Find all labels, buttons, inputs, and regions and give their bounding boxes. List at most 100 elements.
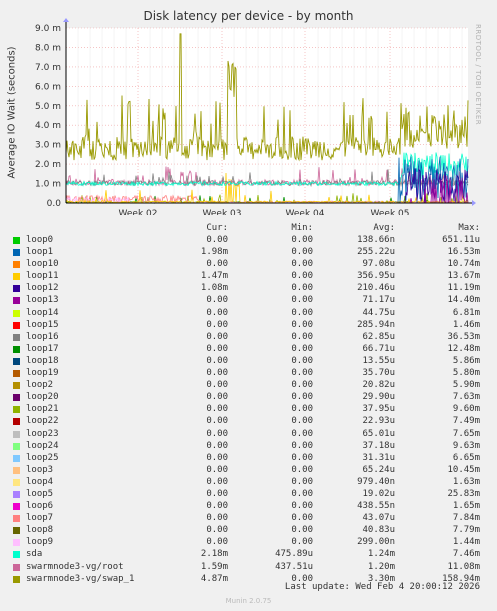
- legend-row: loop16 0.00 0.00 62.85u 36.53m: [0, 332, 497, 344]
- legend-name: loop15: [26, 319, 59, 330]
- legend-row: loop0 0.00 0.00 138.66n 651.11u: [0, 235, 497, 247]
- legend-avg: 3.30m: [367, 573, 395, 584]
- legend-max: 11.08m: [447, 561, 480, 572]
- y-tick-label: 8.0 m: [35, 43, 61, 53]
- legend-header: Cur: Min: Avg: Max:: [0, 223, 497, 235]
- legend-row: loop8 0.00 0.00 40.83u 7.79m: [0, 525, 497, 537]
- legend-avg: 438.55n: [357, 501, 395, 512]
- legend-swatch: [13, 394, 20, 402]
- legend-max: 5.80m: [452, 368, 480, 379]
- legend-cur: 0.00: [206, 452, 228, 463]
- legend-swatch: [13, 503, 20, 511]
- legend-cur: 1.47m: [200, 271, 228, 282]
- legend-swatch: [13, 478, 20, 486]
- legend-min: 0.00: [291, 440, 313, 451]
- legend-name: loop3: [26, 464, 54, 475]
- legend-row: loop4 0.00 0.00 979.40n 1.63m: [0, 477, 497, 489]
- legend-row: loop10 0.00 0.00 97.08u 10.74m: [0, 259, 497, 271]
- legend-min: 0.00: [291, 247, 313, 258]
- y-tick-label: 6.0 m: [35, 82, 61, 92]
- legend-max: 10.74m: [447, 259, 480, 270]
- legend-min: 0.00: [291, 501, 313, 512]
- legend-name: loop9: [26, 537, 54, 548]
- legend-max: 7.46m: [452, 549, 480, 560]
- legend-name: loop20: [26, 392, 59, 403]
- legend-row: loop3 0.00 0.00 65.24u 10.45m: [0, 465, 497, 477]
- legend-row: loop24 0.00 0.00 37.18u 9.63m: [0, 441, 497, 453]
- legend-max: 7.49m: [452, 416, 480, 427]
- legend-cur: 0.00: [206, 392, 228, 403]
- legend-avg: 62.85u: [362, 331, 395, 342]
- legend-swatch: [13, 563, 20, 571]
- legend-row: loop22 0.00 0.00 22.93u 7.49m: [0, 416, 497, 428]
- legend-max: 10.45m: [447, 464, 480, 475]
- legend-header-max: Max:: [458, 223, 480, 233]
- legend-name: loop11: [26, 271, 59, 282]
- munin-version: Munin 2.0.75: [225, 597, 272, 605]
- legend-max: 7.84m: [452, 513, 480, 524]
- legend-name: loop12: [26, 283, 59, 294]
- legend-max: 7.65m: [452, 428, 480, 439]
- legend-row: sda 2.18m 475.89u 1.24m 7.46m: [0, 549, 497, 561]
- legend-name: loop18: [26, 355, 59, 366]
- legend-avg: 1.20m: [367, 561, 395, 572]
- legend-min: 0.00: [291, 488, 313, 499]
- legend-swatch: [13, 237, 20, 244]
- legend-swatch: [13, 345, 20, 353]
- legend-min: 0.00: [291, 428, 313, 439]
- y-tick-label: 0.0: [47, 199, 62, 209]
- legend-cur: 0.00: [206, 259, 228, 270]
- legend-row: loop12 1.08m 0.00 210.46u 11.19m: [0, 283, 497, 295]
- legend-cur: 0.00: [206, 537, 228, 548]
- legend-row: loop18 0.00 0.00 13.55u 5.86m: [0, 356, 497, 368]
- legend-swatch: [13, 430, 20, 438]
- legend-cur: 0.00: [206, 380, 228, 391]
- x-axis-arrow: [472, 200, 476, 206]
- legend-min: 0.00: [291, 343, 313, 354]
- legend-cur: 0.00: [206, 368, 228, 379]
- legend-name: loop7: [26, 513, 54, 524]
- legend-row: loop25 0.00 0.00 31.31u 6.65m: [0, 453, 497, 465]
- legend-avg: 1.24m: [367, 549, 395, 560]
- legend-swatch: [13, 466, 20, 474]
- legend-swatch: [13, 357, 20, 365]
- legend-cur: 0.00: [206, 235, 228, 245]
- series-line-sda: [65, 152, 469, 187]
- legend-cur: 0.00: [206, 525, 228, 536]
- legend-avg: 29.90u: [362, 392, 395, 403]
- legend-row: loop2 0.00 0.00 20.82u 5.90m: [0, 380, 497, 392]
- y-axis-arrow: [63, 18, 69, 22]
- legend-avg: 71.17u: [362, 295, 395, 306]
- rrdtool-credit: RRDTOOL / TOBI OETIKER: [474, 24, 482, 126]
- legend-row: loop9 0.00 0.00 299.00n 1.44m: [0, 537, 497, 549]
- legend-max: 36.53m: [447, 331, 480, 342]
- legend-swatch: [13, 249, 20, 257]
- legend-max: 14.40m: [447, 295, 480, 306]
- legend-min: 0.00: [291, 404, 313, 415]
- legend-cur: 4.87m: [200, 573, 228, 584]
- y-tick-label: 2.0 m: [35, 160, 61, 170]
- legend-swatch: [13, 321, 20, 329]
- legend-cur: 0.00: [206, 295, 228, 306]
- legend-avg: 65.24u: [362, 464, 395, 475]
- legend-cur: 0.00: [206, 440, 228, 451]
- legend-row: loop21 0.00 0.00 37.95u 9.60m: [0, 404, 497, 416]
- legend-row: loop6 0.00 0.00 438.55n 1.65m: [0, 501, 497, 513]
- legend-avg: 299.00n: [357, 537, 395, 548]
- legend-name: sda: [26, 549, 43, 560]
- legend-min: 0.00: [291, 368, 313, 379]
- y-tick-label: 7.0 m: [35, 63, 61, 73]
- legend-name: loop0: [26, 235, 54, 245]
- legend-min: 0.00: [291, 331, 313, 342]
- legend-cur: 0.00: [206, 307, 228, 318]
- legend-row: loop14 0.00 0.00 44.75u 6.81m: [0, 308, 497, 320]
- legend-cur: 0.00: [206, 343, 228, 354]
- legend-cur: 1.98m: [200, 247, 228, 258]
- legend-max: 7.79m: [452, 525, 480, 536]
- legend-min: 0.00: [291, 271, 313, 282]
- legend-cur: 0.00: [206, 501, 228, 512]
- legend-name: loop8: [26, 525, 54, 536]
- legend-swatch: [13, 333, 20, 341]
- legend-min: 0.00: [291, 537, 313, 548]
